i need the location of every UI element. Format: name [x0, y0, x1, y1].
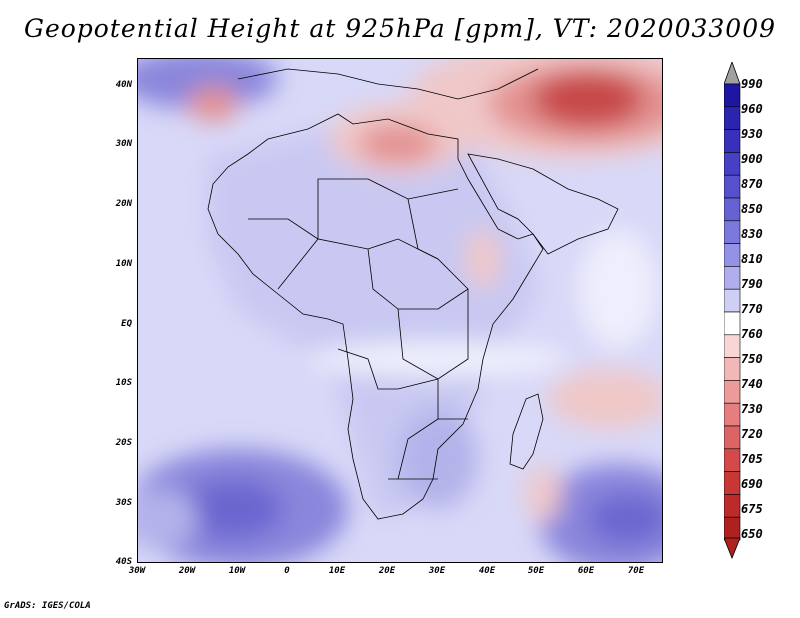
lon-label: 30E	[428, 566, 446, 576]
geopotential-height-field	[138, 59, 662, 562]
map-panel[interactable]	[137, 58, 663, 563]
colorbar-label: 770	[741, 302, 763, 316]
lat-label: 20N	[115, 199, 132, 209]
lat-label: 10N	[115, 259, 132, 269]
lon-label: 20E	[378, 566, 396, 576]
colorbar-box	[724, 197, 741, 222]
lon-label: 70E	[627, 566, 645, 576]
colorbar-box	[724, 334, 741, 358]
colorbar-box	[724, 243, 741, 267]
colorbar	[724, 62, 741, 560]
colorbar-label: 675	[741, 502, 763, 516]
colorbar-box	[724, 402, 741, 427]
grads-credit: GrADS: IGES/COLA	[4, 601, 91, 611]
colorbar-label: 690	[741, 477, 763, 491]
colorbar-label: 960	[741, 102, 763, 116]
colorbar-box	[724, 471, 741, 495]
lon-label: 10E	[328, 566, 346, 576]
colorbar-box	[724, 425, 741, 450]
colorbar-label: 990	[741, 77, 763, 91]
colorbar-label: 730	[741, 402, 763, 416]
colorbar-label: 705	[741, 452, 763, 466]
colorbar-box	[724, 106, 741, 130]
colorbar-box	[724, 152, 741, 176]
colorbar-label: 870	[741, 177, 763, 191]
colorbar-label: 750	[741, 352, 763, 366]
lon-label: 40E	[478, 566, 496, 576]
lon-label: 30W	[128, 566, 146, 576]
colorbar-box	[724, 516, 741, 541]
colorbar-label: 930	[741, 127, 763, 141]
lon-label: 0	[284, 566, 290, 576]
lat-label: 20S	[115, 438, 132, 448]
colorbar-box	[724, 174, 741, 199]
lon-label: 50E	[527, 566, 545, 576]
colorbar-label: 900	[741, 152, 763, 166]
colorbar-box	[724, 357, 741, 381]
colorbar-boxes	[724, 83, 741, 541]
colorbar-box	[724, 129, 741, 153]
lat-label: 40S	[115, 557, 132, 567]
lon-label: 60E	[577, 566, 595, 576]
lon-label: 10W	[228, 566, 246, 576]
colorbar-label: 650	[741, 527, 763, 541]
lat-label: 40N	[115, 80, 132, 90]
page-title: Geopotential Height at 925hPa [gpm], VT:…	[23, 14, 777, 43]
lat-label: 30N	[115, 139, 132, 149]
colorbar-box	[724, 83, 741, 108]
lat-label: EQ	[121, 319, 132, 329]
colorbar-box	[724, 311, 741, 336]
colorbar-label: 760	[741, 327, 763, 341]
colorbar-box	[724, 288, 741, 313]
colorbar-top-arrow	[724, 62, 741, 85]
colorbar-box	[724, 380, 741, 404]
colorbar-box	[724, 494, 741, 518]
colorbar-label: 830	[741, 227, 763, 241]
colorbar-bottom-arrow	[724, 537, 741, 560]
coastlines-and-borders	[207, 68, 619, 520]
colorbar-label: 720	[741, 427, 763, 441]
colorbar-box	[724, 448, 741, 472]
colorbar-box	[724, 266, 741, 290]
colorbar-label: 790	[741, 277, 763, 291]
lon-label: 20W	[178, 566, 196, 576]
colorbar-label: 740	[741, 377, 763, 391]
colorbar-label: 850	[741, 202, 763, 216]
lat-label: 30S	[115, 498, 132, 508]
colorbar-box	[724, 220, 741, 244]
lat-label: 10S	[115, 378, 132, 388]
colorbar-label: 810	[741, 252, 763, 266]
